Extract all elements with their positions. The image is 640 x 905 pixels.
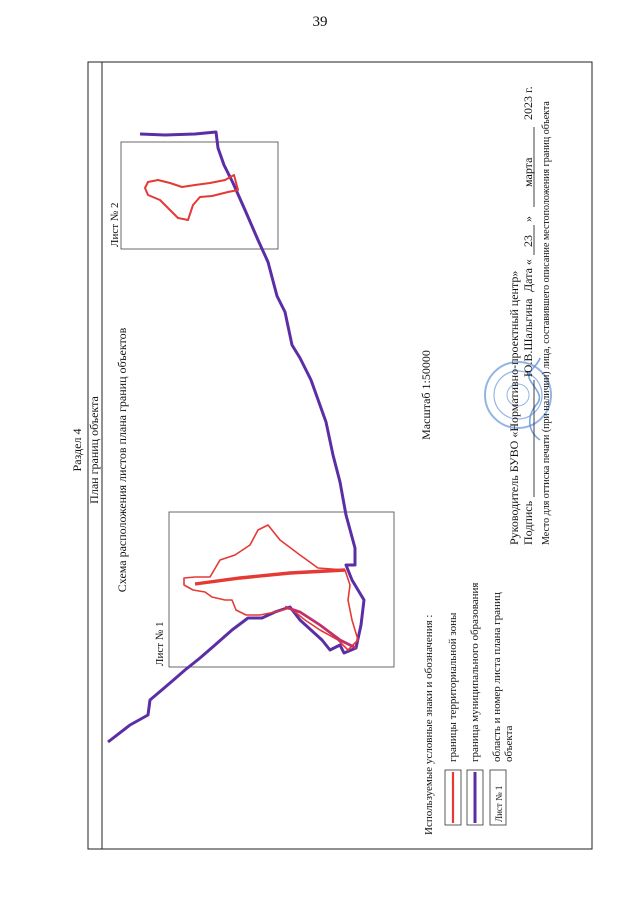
signature-year: 2023 г. xyxy=(521,86,535,120)
legend-zone-label: границы территориальной зоны xyxy=(447,612,459,762)
signature-organization: Руководитель БУВО «Нормативно-проектный … xyxy=(507,271,521,545)
signature-month: марта xyxy=(521,157,535,187)
section-title: Раздел 4 xyxy=(70,429,84,472)
zone-municipal-overlap xyxy=(284,605,357,650)
sheet-1-area xyxy=(168,511,395,668)
signature-day-close: » xyxy=(521,216,535,222)
sheet-1-label: Лист № 1 xyxy=(154,621,166,666)
seal-note: Место для оттиска печати (при наличии) л… xyxy=(541,101,552,545)
legend-heading: Используемые условные знаки и обозначени… xyxy=(423,615,435,835)
legend-sheet-label-2: объекта xyxy=(503,725,515,762)
signature-line: Подпись Ю.В.Шальгина Дата « 23 » марта 2… xyxy=(521,86,535,545)
frame-title: План границ объекта xyxy=(87,396,101,504)
legend-municipal-label: граница муниципального образования xyxy=(469,583,481,762)
sheet-2-label: Лист № 2 xyxy=(109,202,121,247)
seal-stamp xyxy=(484,361,552,429)
zone-inner-boundary xyxy=(194,568,346,586)
legend-zone-box xyxy=(444,769,462,826)
signature-date-label: Дата « xyxy=(521,259,535,292)
signature-podpis-label: Подпись xyxy=(521,500,535,545)
signature-name: Ю.В.Шальгина xyxy=(521,298,535,377)
page-number: 39 xyxy=(312,14,328,30)
legend-sheet-box xyxy=(489,769,507,826)
municipal-boundary-line xyxy=(107,130,366,744)
zone-boundary-sheet-2 xyxy=(144,174,239,221)
outer-frame xyxy=(87,61,593,850)
sheet-2-area xyxy=(120,141,279,250)
signature-day: 23 xyxy=(521,235,535,247)
legend-sheet-label-1: область и номер листа плана границ xyxy=(491,592,503,762)
signature-strokes xyxy=(528,357,541,441)
scheme-title: Схема расположения листов плана границ о… xyxy=(115,327,129,592)
legend-sheet-symbol: Лист № 1 xyxy=(494,786,504,822)
scale-label: Масштаб 1:50000 xyxy=(419,350,433,440)
legend-municipal-box xyxy=(466,769,484,826)
zone-boundary-sheet-1 xyxy=(183,524,359,651)
